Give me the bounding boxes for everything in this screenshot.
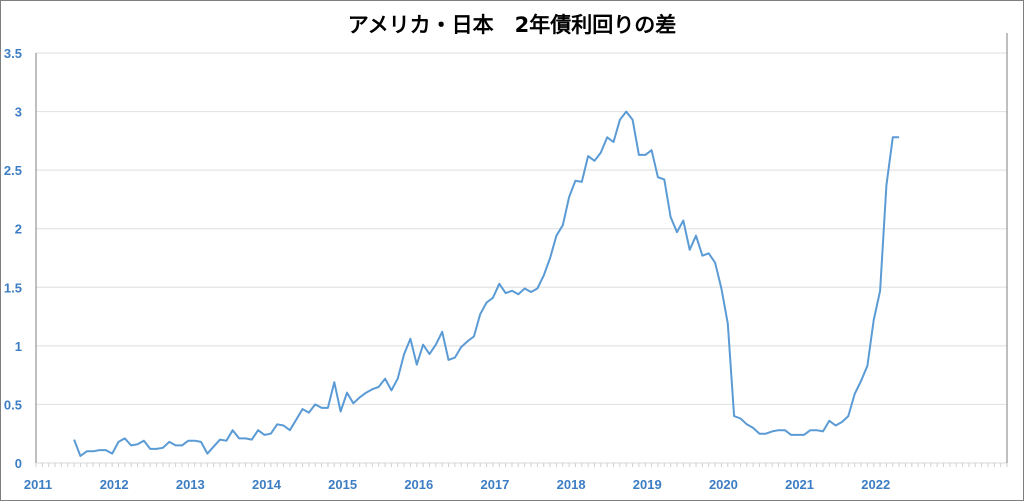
x-tick-label: 2020 <box>709 477 738 492</box>
x-tick-label: 2012 <box>100 477 129 492</box>
x-tick-label: 2013 <box>176 477 205 492</box>
y-tick-label: 0.5 <box>4 397 22 412</box>
x-tick-label: 2018 <box>557 477 586 492</box>
x-tick-label: 2022 <box>861 477 890 492</box>
x-tick-label: 2011 <box>24 477 52 492</box>
x-tick-label: 2017 <box>480 477 509 492</box>
y-tick-label: 1.5 <box>4 280 22 295</box>
y-tick-label: 3.5 <box>4 46 22 61</box>
x-tick-label: 2016 <box>404 477 433 492</box>
x-tick-label: 2019 <box>633 477 662 492</box>
y-tick-label: 2 <box>15 222 22 237</box>
x-tick-label: 2021 <box>785 477 814 492</box>
y-tick-label: 2.5 <box>4 163 22 178</box>
y-tick-label: 3 <box>15 105 22 120</box>
chart-title: アメリカ・日本 2年債利回りの差 <box>348 13 677 37</box>
y-tick-label: 0 <box>15 456 22 471</box>
x-tick-label: 2014 <box>252 477 282 492</box>
x-tick-label: 2015 <box>328 477 357 492</box>
y-tick-label: 1 <box>15 339 22 354</box>
